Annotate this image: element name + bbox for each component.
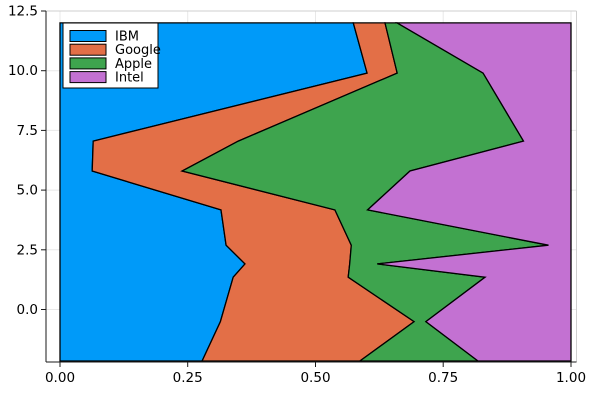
area-intel bbox=[366, 22, 572, 362]
legend-label-google: Google bbox=[115, 43, 161, 58]
legend-item-ibm: IBM bbox=[69, 30, 139, 45]
legend-swatch-intel bbox=[69, 71, 107, 84]
legend-label-intel: Intel bbox=[115, 71, 144, 86]
y-tick-label: 10.0 bbox=[8, 63, 38, 79]
legend-item-google: Google bbox=[69, 43, 161, 58]
legend-label-apple: Apple bbox=[115, 57, 152, 72]
x-tick-label: 0.00 bbox=[45, 370, 75, 386]
legend-swatch-ibm bbox=[69, 30, 107, 42]
y-tick-label: 7.5 bbox=[17, 123, 38, 139]
x-tick-label: 0.50 bbox=[300, 370, 330, 386]
y-tick-label: 12.5 bbox=[8, 4, 38, 20]
legend-label-ibm: IBM bbox=[115, 30, 139, 45]
y-tick-label: 5.0 bbox=[17, 183, 38, 199]
y-tick-label: 2.5 bbox=[17, 242, 38, 258]
x-tick-label: 1.00 bbox=[556, 370, 586, 386]
x-tick-label: 0.75 bbox=[428, 370, 458, 386]
legend-swatch-apple bbox=[69, 57, 107, 70]
y-tick-label: 0.0 bbox=[17, 302, 38, 318]
x-tick-label: 0.25 bbox=[173, 370, 203, 386]
legend-item-apple: Apple bbox=[69, 57, 152, 72]
legend-swatch-google bbox=[69, 43, 107, 56]
legend-item-intel: Intel bbox=[69, 71, 144, 86]
